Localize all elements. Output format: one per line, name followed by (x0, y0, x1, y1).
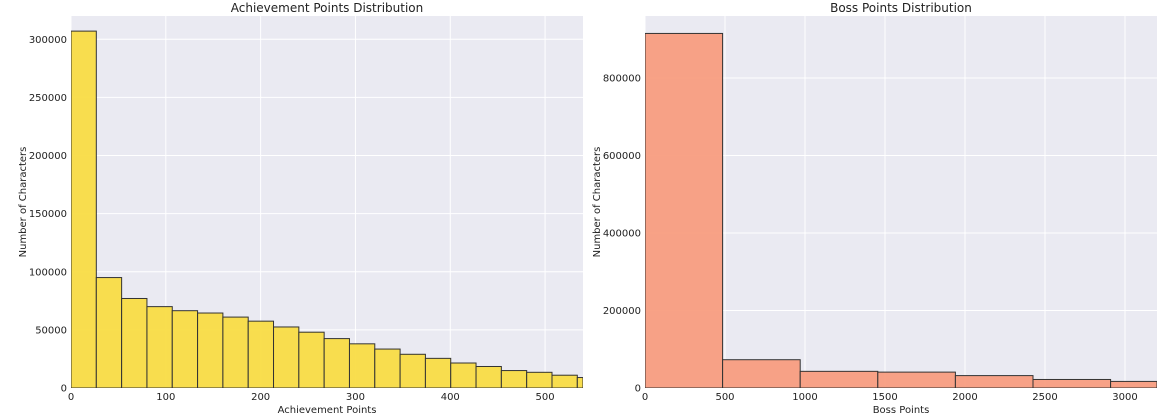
achievement-bar (500, 370, 528, 388)
achievement-bar (475, 365, 502, 388)
boss-y-axis-label: Number of Characters (592, 147, 603, 258)
boss-x-tick-label: 500 (715, 392, 734, 403)
achievement-bar (551, 374, 578, 388)
achievement-bar (298, 331, 325, 388)
achievement-y-tick-label: 100000 (29, 267, 67, 278)
boss-bars (645, 32, 1157, 388)
boss-x-tick-label: 0 (642, 392, 648, 403)
achievement-bar (247, 320, 275, 388)
achievement-bar (450, 362, 477, 388)
boss-x-tick-label: 2500 (1032, 392, 1057, 403)
achievement-bar (576, 377, 583, 388)
achievement-bar (146, 306, 173, 388)
achievement-x-tick-label: 300 (346, 392, 365, 403)
achievement-bar (399, 353, 426, 388)
boss-bar (1110, 380, 1157, 388)
boss-x-tick-label: 1000 (792, 392, 817, 403)
achievement-bar (171, 310, 199, 388)
boss-chart-title: Boss Points Distribution (830, 1, 972, 15)
achievement-bar (222, 316, 249, 388)
achievement-bar (526, 371, 553, 388)
boss-bar (722, 359, 801, 388)
boss-y-tick-label: 400000 (603, 229, 641, 240)
achievement-y-tick-label: 50000 (35, 325, 67, 336)
boss-y-tick-label: 200000 (603, 306, 641, 317)
achievement-y-tick-label: 150000 (29, 209, 67, 220)
achievement-x-tick-label: 0 (68, 392, 74, 403)
boss-bar (645, 32, 724, 388)
achievement-bar (273, 326, 300, 388)
boss-x-axis-label: Boss Points (873, 405, 930, 416)
achievement-bar (348, 343, 376, 388)
boss-bar (954, 375, 1034, 388)
boss-x-tick-label: 3000 (1112, 392, 1137, 403)
boss-x-tick-label: 2000 (952, 392, 977, 403)
achievement-bar (71, 30, 97, 388)
boss-bar (877, 371, 956, 388)
achievement-bar (121, 297, 148, 388)
boss-y-tick-label: 0 (635, 384, 641, 395)
achievement-chart-title: Achievement Points Distribution (231, 1, 423, 15)
boss-bar (799, 370, 879, 388)
achievement-x-tick-label: 200 (251, 392, 270, 403)
achievement-bar (323, 338, 350, 388)
achievement-chart: 0 50000 100000 150000 200000 250000 300000 0 100… (18, 1, 583, 416)
achievement-y-tick-label: 300000 (29, 35, 67, 46)
boss-bar (1032, 378, 1112, 388)
boss-y-tick-label: 800000 (603, 74, 641, 85)
achievement-y-tick-label: 0 (61, 384, 67, 395)
achievement-x-axis-label: Achievement Points (278, 405, 377, 416)
achievement-bar (424, 357, 452, 388)
achievement-y-tick-label: 200000 (29, 151, 67, 162)
achievement-x-tick-label: 500 (536, 392, 555, 403)
boss-chart: 0 200000 400000 600000 800000 0 500 1000 1500 200… (592, 1, 1157, 416)
achievement-y-tick-label: 250000 (29, 93, 67, 104)
achievement-bar (95, 277, 123, 388)
achievement-y-axis-label: Number of Characters (18, 147, 29, 258)
achievement-x-tick-label: 400 (441, 392, 460, 403)
achievement-bar (197, 312, 224, 388)
boss-y-tick-label: 600000 (603, 151, 641, 162)
achievement-bar (374, 348, 401, 388)
achievement-x-tick-label: 100 (156, 392, 175, 403)
achievement-bars (71, 30, 583, 388)
boss-x-tick-label: 1500 (872, 392, 897, 403)
